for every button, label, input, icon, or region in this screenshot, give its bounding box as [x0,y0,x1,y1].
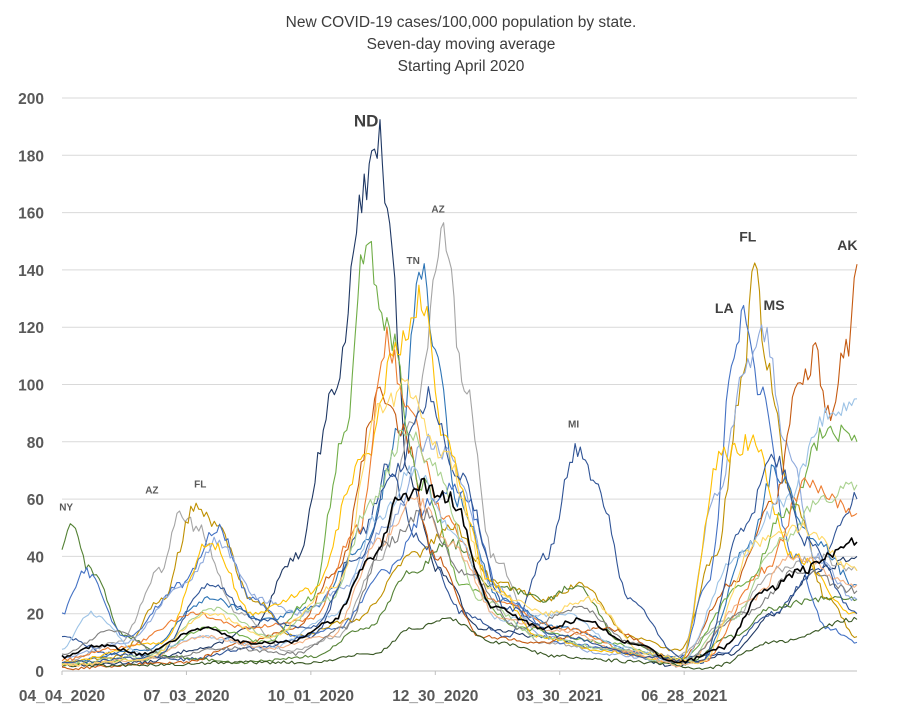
series-line [61,284,858,665]
series-line [61,477,858,664]
y-tick-label: 40 [27,549,44,566]
y-axis-ticks: 0 20 40 60 80 100 120 140 160 180 200 [18,91,44,681]
x-tick-label: 06_28_2021 [641,688,728,705]
x-tick-label: 04_04_2020 [19,688,105,705]
series-line-tn [61,263,858,664]
state-annotations: ND AZ FL NY AZ TN MI LA FL MS AK [59,112,857,514]
y-tick-label: 120 [18,320,44,337]
y-tick-label: 60 [27,492,44,509]
annotation-fl: FL [739,228,757,244]
series-line [61,386,858,665]
y-tick-label: 140 [18,263,44,280]
annotation-ms: MS [764,297,785,313]
series-lines [61,119,858,671]
x-tick-label: 03_30_2021 [517,688,604,705]
chart-title-line: New COVID-19 cases/100,000 population by… [286,14,637,31]
annotation-nd: ND [354,112,379,131]
series-line-nd [61,119,858,668]
x-tick-label: 10_01_2020 [268,688,354,705]
annotation-mi: MI [568,419,579,430]
series-line [61,496,858,668]
y-tick-label: 80 [27,435,44,452]
series-line [61,240,858,667]
chart-title-line: Starting April 2020 [398,58,525,75]
x-axis-ticks: 04_04_2020 07_03_2020 10_01_2020 12_30_2020… [19,671,728,705]
annotation-az: AZ [431,205,444,216]
series-line-mi [61,443,858,662]
annotation-az: AZ [145,485,158,496]
y-tick-label: 200 [18,91,44,108]
series-line-ak [61,264,858,671]
y-tick-label: 180 [18,148,44,165]
y-tick-label: 20 [27,607,44,624]
x-tick-label: 12_30_2020 [392,688,478,705]
x-tick-label: 07_03_2020 [143,688,229,705]
y-tick-label: 160 [18,206,44,223]
chart-title-line: Seven-day moving average [367,36,556,53]
series-line [61,508,858,664]
annotation-ny: NY [59,503,73,514]
chart-title: New COVID-19 cases/100,000 population by… [286,14,637,75]
series-line-az [61,222,858,664]
series-line [61,378,858,667]
annotation-la: LA [715,300,734,316]
y-tick-label: 100 [18,378,44,395]
annotation-fl: FL [194,480,206,491]
series-line [61,616,858,671]
annotation-ak: AK [837,237,857,253]
annotation-tn: TN [407,256,420,267]
y-tick-label: 0 [35,664,44,681]
series-line-fl [61,262,858,665]
